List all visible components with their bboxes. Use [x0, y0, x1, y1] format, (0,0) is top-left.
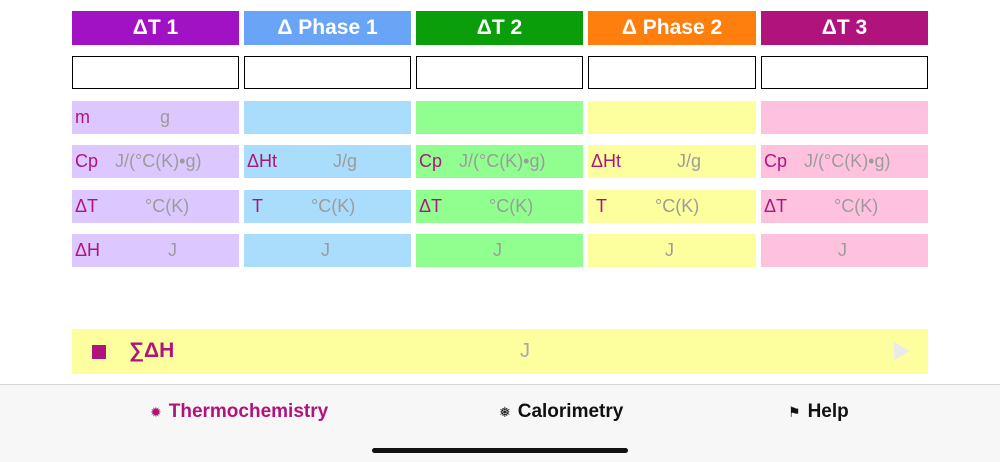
- temperature-unit: °C(K): [311, 196, 356, 216]
- tab-thermochemistry-label: Thermochemistry: [168, 401, 329, 422]
- cp-unit: J/(°C(K)•g): [804, 151, 891, 171]
- temperature-cell-2[interactable]: T °C(K): [588, 190, 756, 223]
- sum-delta-h-unit: J: [520, 340, 530, 362]
- delta-ht-cell-1[interactable]: ΔHt J/g: [244, 145, 411, 178]
- starburst-icon: ✹: [150, 403, 162, 420]
- input-field-4[interactable]: [588, 56, 756, 89]
- sum-delta-h-label: ∑ΔH: [129, 339, 175, 362]
- mass-cell-2[interactable]: [244, 101, 411, 134]
- header-delta-t-3[interactable]: ΔT 3: [761, 11, 928, 45]
- play-icon[interactable]: [894, 342, 910, 360]
- delta-h-unit: J: [321, 240, 330, 260]
- tab-help-label: Help: [807, 401, 849, 422]
- delta-t-unit: °C(K): [145, 196, 190, 216]
- tab-calorimetry[interactable]: ❅ Calorimetry: [499, 401, 623, 423]
- delta-h-cell-2[interactable]: J: [244, 234, 411, 267]
- delta-h-symbol: ΔH: [75, 240, 101, 260]
- delta-t-cell-1[interactable]: ΔT °C(K): [72, 190, 239, 223]
- delta-h-cell-4[interactable]: J: [588, 234, 756, 267]
- flag-icon: ⚑: [788, 403, 801, 420]
- tab-calorimetry-label: Calorimetry: [517, 401, 624, 422]
- input-field-5[interactable]: [761, 56, 928, 89]
- delta-t-unit: °C(K): [834, 196, 879, 216]
- delta-t-symbol: ΔT: [419, 196, 443, 216]
- sum-delta-h-bar[interactable]: ∑ΔH J: [72, 329, 928, 374]
- cp-cell-1[interactable]: Cp J/(°C(K)•g): [72, 145, 239, 178]
- mass-cell-5[interactable]: [761, 101, 928, 134]
- header-delta-phase-1[interactable]: Δ Phase 1: [244, 11, 411, 45]
- delta-h-unit: J: [168, 240, 177, 260]
- temperature-symbol: T: [252, 196, 263, 216]
- input-field-2[interactable]: [244, 56, 411, 89]
- mass-unit: g: [160, 107, 171, 127]
- delta-ht-unit: J/g: [677, 151, 702, 171]
- delta-h-unit: J: [838, 240, 847, 260]
- mass-symbol: m: [75, 107, 90, 127]
- cp-unit: J/(°C(K)•g): [115, 151, 202, 171]
- delta-ht-unit: J/g: [333, 151, 358, 171]
- delta-h-unit: J: [665, 240, 674, 260]
- temperature-cell-1[interactable]: T °C(K): [244, 190, 411, 223]
- mass-cell-3[interactable]: [416, 101, 583, 134]
- header-delta-phase-2[interactable]: Δ Phase 2: [588, 11, 756, 45]
- snowflake-icon: ❅: [499, 403, 511, 420]
- cp-symbol: Cp: [764, 151, 788, 171]
- tab-thermochemistry[interactable]: ✹ Thermochemistry: [150, 401, 328, 423]
- delta-t-symbol: ΔT: [764, 196, 788, 216]
- cp-unit: J/(°C(K)•g): [459, 151, 546, 171]
- delta-h-cell-5[interactable]: J: [761, 234, 928, 267]
- cp-symbol: Cp: [75, 151, 99, 171]
- delta-t-symbol: ΔT: [75, 196, 99, 216]
- cp-symbol: Cp: [419, 151, 443, 171]
- cp-cell-2[interactable]: Cp J/(°C(K)•g): [416, 145, 583, 178]
- header-delta-t-1[interactable]: ΔT 1: [72, 11, 239, 45]
- delta-ht-symbol: ΔHt: [591, 151, 622, 171]
- delta-h-cell-1[interactable]: ΔH J: [72, 234, 239, 267]
- delta-t-cell-2[interactable]: ΔT °C(K): [416, 190, 583, 223]
- delta-ht-symbol: ΔHt: [247, 151, 278, 171]
- temperature-unit: °C(K): [655, 196, 700, 216]
- cp-cell-3[interactable]: Cp J/(°C(K)•g): [761, 145, 928, 178]
- temperature-symbol: T: [596, 196, 607, 216]
- input-field-1[interactable]: [72, 56, 239, 89]
- delta-ht-cell-2[interactable]: ΔHt J/g: [588, 145, 756, 178]
- header-delta-t-2[interactable]: ΔT 2: [416, 11, 583, 45]
- home-indicator[interactable]: [372, 448, 628, 453]
- delta-t-unit: °C(K): [489, 196, 534, 216]
- mass-cell-4[interactable]: [588, 101, 756, 134]
- delta-h-cell-3[interactable]: J: [416, 234, 583, 267]
- tab-help[interactable]: ⚑ Help: [788, 401, 849, 423]
- stop-square-icon[interactable]: [92, 345, 106, 359]
- input-field-3[interactable]: [416, 56, 583, 89]
- mass-cell-1[interactable]: m g: [72, 101, 239, 134]
- delta-h-unit: J: [493, 240, 502, 260]
- delta-t-cell-3[interactable]: ΔT °C(K): [761, 190, 928, 223]
